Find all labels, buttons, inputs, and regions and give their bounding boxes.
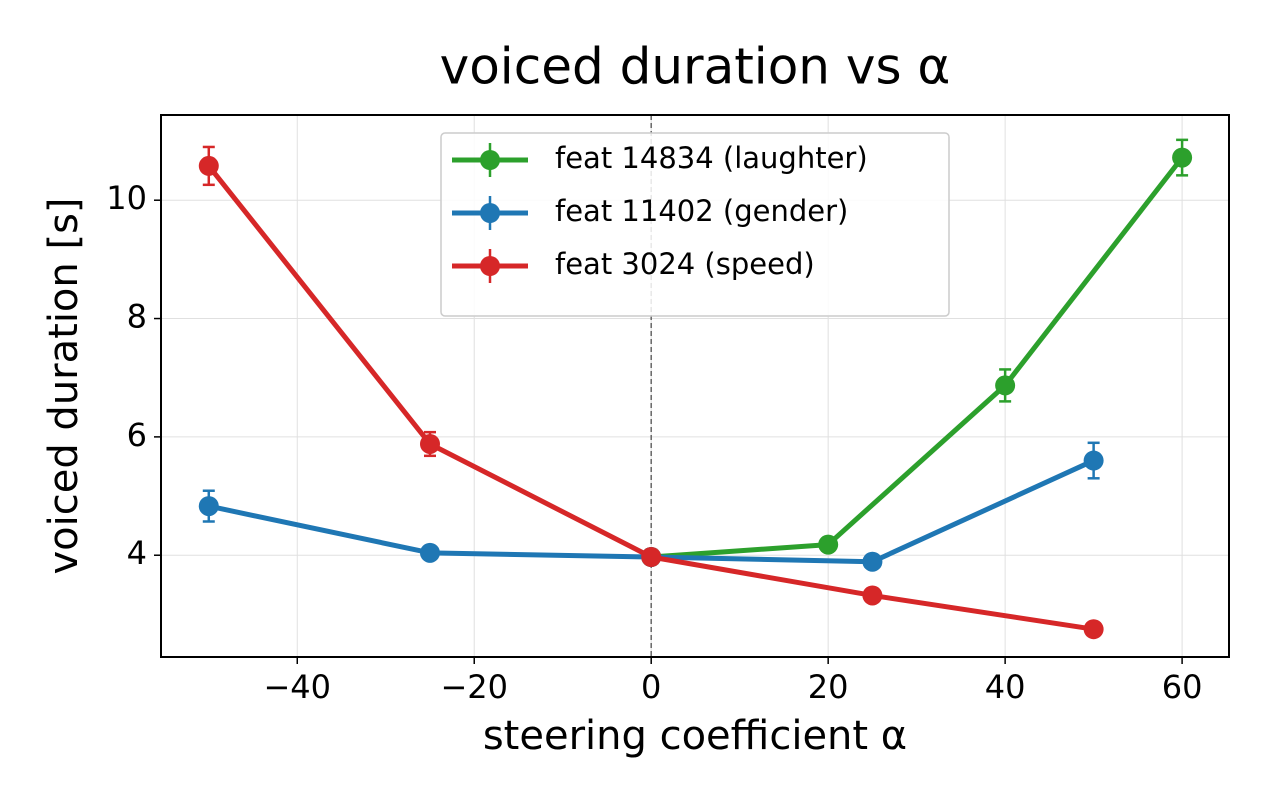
legend-box <box>440 132 950 317</box>
x-tick-label: 60 <box>1162 668 1203 706</box>
data-point <box>419 433 440 454</box>
data-point <box>198 155 219 176</box>
data-point <box>818 534 839 555</box>
legend-label: feat 11402 (gender) <box>555 194 848 228</box>
chart-title: voiced duration vs α <box>440 38 951 96</box>
x-tick-label: 0 <box>641 668 661 706</box>
data-point <box>198 496 219 517</box>
legend-label: feat 14834 (laughter) <box>555 141 868 175</box>
x-tick-label: 40 <box>985 668 1026 706</box>
legend-marker <box>480 256 500 276</box>
x-tick-label: −20 <box>440 668 508 706</box>
data-point <box>641 547 662 568</box>
data-point <box>1083 619 1104 640</box>
x-tick-label: 20 <box>808 668 849 706</box>
plot-frame <box>160 114 1230 658</box>
y-tick-label: 10 <box>106 179 147 217</box>
data-point <box>862 551 883 572</box>
y-tick-label: 4 <box>127 534 147 572</box>
data-point <box>1172 147 1193 168</box>
x-tick-label: −40 <box>263 668 331 706</box>
data-point <box>419 542 440 563</box>
y-tick-label: 6 <box>127 416 147 454</box>
legend-marker <box>480 203 500 223</box>
series-line <box>651 156 1185 560</box>
legend-label: feat 3024 (speed) <box>555 247 815 281</box>
legend-marker <box>480 150 500 170</box>
y-tick-label: 8 <box>127 298 147 336</box>
x-axis-label: steering coefficient α <box>483 713 907 759</box>
data-point <box>862 585 883 606</box>
y-axis-label: voiced duration [s] <box>41 197 87 574</box>
data-point <box>995 375 1016 396</box>
data-point <box>1083 450 1104 471</box>
